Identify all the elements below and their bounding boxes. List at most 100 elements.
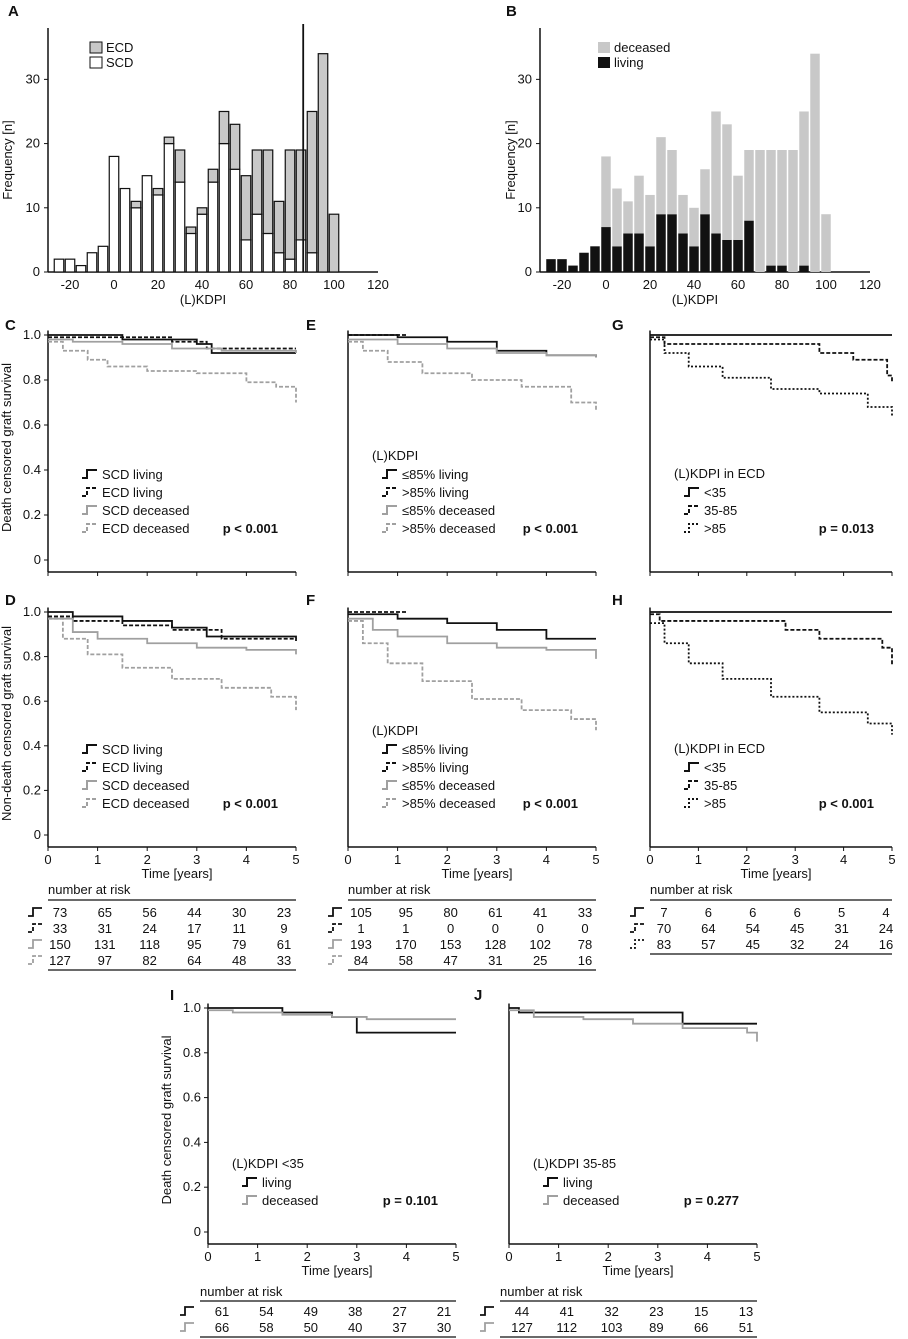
y-tick-label-D: 0.4 [23, 738, 41, 753]
legend-line-icon [382, 469, 397, 479]
km-curve-C [48, 338, 297, 353]
risk-value-H: 45 [746, 937, 760, 952]
risk-value-H: 6 [794, 905, 801, 920]
legend-label-C: SCD deceased [102, 503, 189, 518]
p-value-H: p < 0.001 [819, 796, 874, 811]
bar-living [777, 265, 787, 272]
legend-line-icon [382, 523, 397, 533]
risk-value-F: 105 [350, 905, 372, 920]
km-curve-D [48, 617, 297, 711]
legend-line-icon [382, 505, 397, 515]
y-tick-label-D: 0.8 [23, 649, 41, 664]
x-tick-label-B: 80 [775, 277, 789, 292]
risk-value-I: 50 [304, 1320, 318, 1335]
x-tick-label-I: 1 [254, 1249, 261, 1264]
bar-ecd [163, 136, 175, 145]
legend-label-G: >85 [704, 521, 726, 536]
bar-living [744, 220, 754, 272]
y-tick-label-D: 0.2 [23, 782, 41, 797]
legend-label-E: ≤85% living [402, 467, 468, 482]
y-tick-label-I: 0 [194, 1224, 201, 1239]
risk-value-D: 33 [277, 953, 291, 968]
legend-label-D: SCD deceased [102, 778, 189, 793]
bar-deceased [777, 150, 787, 266]
risk-value-H: 57 [701, 937, 715, 952]
legend-line-icon [382, 744, 397, 754]
bar-deceased [821, 214, 831, 272]
legend-line-icon [82, 762, 97, 772]
bar-scd [196, 213, 208, 273]
legend-label-H: 35-85 [704, 778, 737, 793]
legend-line-icon [382, 798, 397, 808]
risk-value-D: 61 [277, 937, 291, 952]
bar-deceased [722, 124, 732, 240]
bar-scd [218, 142, 230, 273]
bar-scd [295, 239, 307, 273]
p-value-C: p < 0.001 [223, 521, 278, 536]
risk-value-I: 49 [304, 1304, 318, 1319]
legend-line-icon [82, 487, 97, 497]
y-tick-label-I: 1.0 [183, 1000, 201, 1015]
legend-title-F: (L)KDPI [372, 723, 418, 738]
km-curve-E [348, 334, 597, 358]
km-curve-F [348, 613, 596, 640]
legend-label-I: deceased [262, 1193, 318, 1208]
risk-value-H: 70 [657, 921, 671, 936]
km-curve-D [48, 611, 297, 639]
x-tick-label-A: 100 [323, 277, 345, 292]
panel-label-D: D [5, 592, 16, 609]
risk-value-J: 44 [515, 1304, 529, 1319]
risk-value-I: 66 [215, 1320, 229, 1335]
legend-line-icon [242, 1177, 257, 1187]
risk-value-D: 48 [232, 953, 246, 968]
x-tick-label-A: 0 [110, 277, 117, 292]
legend-label-A: ECD [106, 40, 133, 55]
bar-living [612, 246, 622, 272]
legend-title-J: (L)KDPI 35-85 [533, 1156, 616, 1171]
risk-value-D: 44 [187, 905, 201, 920]
bar-ecd [317, 53, 329, 273]
bar-ecd [174, 149, 186, 183]
legend-line-icon [82, 798, 97, 808]
y-tick-label-D: 1.0 [23, 604, 41, 619]
panel-label-C: C [5, 317, 16, 334]
legend-label-C: SCD living [102, 467, 163, 482]
x-tick-label-F: 5 [592, 852, 599, 867]
risk-value-I: 27 [392, 1304, 406, 1319]
risk-value-F: 31 [488, 953, 502, 968]
bar-scd [174, 181, 186, 273]
risk-value-H: 7 [660, 905, 667, 920]
risk-value-H: 45 [790, 921, 804, 936]
bar-living [656, 214, 666, 272]
risk-value-J: 15 [694, 1304, 708, 1319]
risk-value-F: 25 [533, 953, 547, 968]
legend-line-icon [684, 762, 699, 772]
risk-value-D: 131 [94, 937, 116, 952]
y-tick-label-A: 30 [26, 71, 40, 86]
x-tick-label-D: 4 [243, 852, 250, 867]
risk-value-F: 41 [533, 905, 547, 920]
risk-value-F: 102 [529, 937, 551, 952]
x-tick-label-F: 1 [394, 852, 401, 867]
risk-value-F: 1 [402, 921, 409, 936]
bar-ecd [295, 149, 307, 241]
x-tick-label-D: 0 [44, 852, 51, 867]
risk-value-F: 95 [399, 905, 413, 920]
risk-value-D: 31 [98, 921, 112, 936]
km-curve-H [650, 622, 893, 735]
x-tick-label-I: 5 [452, 1249, 459, 1264]
risk-value-H: 6 [705, 905, 712, 920]
x-tick-label-B: 120 [859, 277, 881, 292]
legend-line-icon [382, 780, 397, 790]
risk-value-D: 118 [139, 937, 160, 952]
x-tick-label-H: 3 [792, 852, 799, 867]
bar-deceased [755, 150, 765, 272]
risk-value-J: 51 [739, 1320, 753, 1335]
bar-scd [86, 252, 98, 273]
y-tick-label-I: 0.8 [183, 1045, 201, 1060]
legend-label-F: >85% living [402, 760, 469, 775]
y-tick-label-C: 0.8 [23, 372, 41, 387]
bar-scd [97, 245, 109, 273]
risk-value-D: 24 [142, 921, 156, 936]
